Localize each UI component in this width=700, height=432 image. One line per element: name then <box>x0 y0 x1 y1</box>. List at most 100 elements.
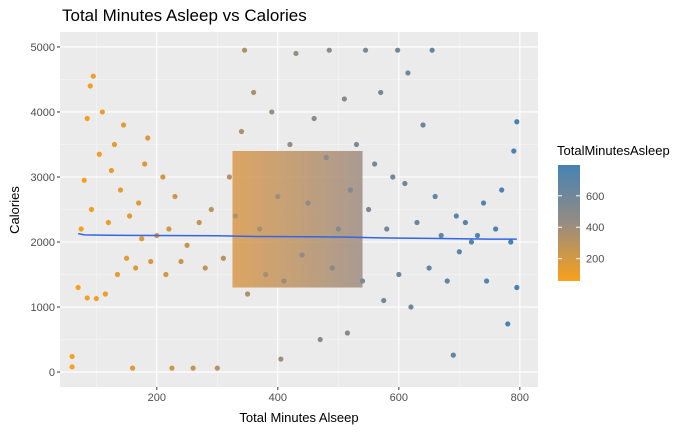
data-point <box>90 73 96 79</box>
data-point <box>299 252 305 258</box>
trend-line <box>78 232 517 240</box>
data-point <box>133 265 139 271</box>
data-point <box>474 232 481 239</box>
data-point <box>257 226 263 232</box>
data-point <box>426 265 432 271</box>
data-point <box>78 226 84 232</box>
data-point <box>462 219 468 226</box>
data-point <box>75 284 81 291</box>
data-point <box>148 258 154 265</box>
data-point <box>278 356 284 362</box>
data-point <box>384 226 390 232</box>
data-point <box>429 47 435 53</box>
data-point <box>493 226 499 232</box>
colorbar-tick-label: 400 <box>586 222 604 234</box>
data-point <box>438 232 444 239</box>
data-point <box>287 141 293 148</box>
data-point <box>420 122 426 128</box>
data-point <box>405 70 411 76</box>
data-point <box>96 151 102 157</box>
data-point <box>241 47 248 53</box>
colorbar-tick-label: 200 <box>586 254 604 266</box>
data-point <box>395 47 401 53</box>
data-point <box>293 50 299 57</box>
data-point <box>432 193 438 200</box>
data-point <box>456 249 462 255</box>
data-point <box>514 284 520 291</box>
data-point <box>87 83 93 89</box>
data-point <box>468 239 475 245</box>
data-point <box>139 236 145 242</box>
data-point <box>126 213 133 219</box>
data-point <box>275 193 281 200</box>
data-point <box>84 115 90 122</box>
data-point <box>329 265 335 271</box>
chart-title: Total Minutes Asleep vs Calories <box>62 6 307 25</box>
data-point <box>166 226 172 232</box>
data-point <box>184 242 190 248</box>
legend-title: TotalMinutesAsleep <box>557 143 670 158</box>
data-point <box>99 109 105 115</box>
data-point <box>160 174 166 180</box>
y-axis-title: Calories <box>7 186 22 234</box>
data-point <box>514 119 520 125</box>
x-axis-title: Total Minutes Alseep <box>239 410 358 425</box>
data-point <box>372 161 378 167</box>
data-point <box>172 193 178 200</box>
data-point <box>305 200 311 206</box>
data-point <box>499 187 505 193</box>
y-tick-label: 3000 <box>31 172 55 184</box>
data-point <box>408 304 414 310</box>
data-point <box>381 297 387 304</box>
data-point <box>136 200 142 206</box>
data-point <box>93 295 99 302</box>
data-point <box>444 278 450 284</box>
data-point <box>414 219 420 226</box>
data-point <box>480 200 487 206</box>
data-point <box>142 161 148 167</box>
data-point <box>190 365 196 371</box>
data-point <box>114 271 121 278</box>
x-tick-label: 800 <box>511 392 529 404</box>
data-point <box>508 239 514 245</box>
data-point <box>196 219 202 226</box>
data-point <box>269 109 275 115</box>
data-point <box>359 278 366 284</box>
data-point <box>402 180 408 187</box>
data-point <box>326 47 332 53</box>
data-point <box>238 128 245 135</box>
data-point <box>396 271 402 278</box>
data-point <box>111 141 118 148</box>
data-point <box>365 206 372 213</box>
data-point <box>362 47 369 53</box>
data-point <box>208 206 214 213</box>
data-point <box>69 353 75 360</box>
data-point <box>453 213 459 219</box>
data-point <box>244 291 251 297</box>
data-point <box>347 187 354 193</box>
data-point <box>311 115 317 122</box>
data-point <box>263 271 269 278</box>
data-point <box>102 291 108 297</box>
data-point <box>317 336 323 343</box>
data-point <box>505 321 511 327</box>
data-point <box>511 148 517 154</box>
y-tick-label: 1000 <box>31 302 55 314</box>
data-point <box>344 330 351 336</box>
data-point <box>323 154 329 161</box>
data-point <box>226 174 233 180</box>
data-point <box>390 174 396 180</box>
data-point <box>450 352 456 358</box>
colorbar-tick-label: 600 <box>586 191 604 203</box>
data-point <box>353 141 360 148</box>
x-tick-label: 600 <box>390 392 408 404</box>
data-point <box>69 364 75 370</box>
data-point <box>335 226 341 232</box>
data-point <box>232 213 239 219</box>
data-point <box>483 278 490 284</box>
data-point <box>105 219 112 226</box>
data-point <box>117 187 124 193</box>
y-tick-label: 4000 <box>31 107 55 119</box>
x-tick-label: 400 <box>269 392 287 404</box>
